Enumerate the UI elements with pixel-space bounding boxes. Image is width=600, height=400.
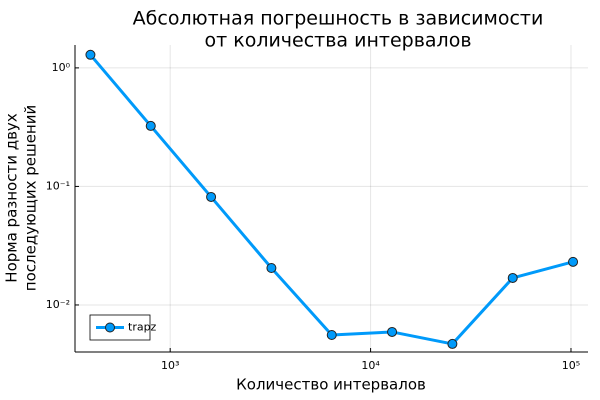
marker <box>206 191 217 202</box>
y-axis-label-line: Норма разности двух <box>3 113 21 283</box>
legend-marker <box>105 322 115 333</box>
x-tick-label: 10⁴ <box>361 359 380 372</box>
marker <box>266 263 277 274</box>
y-tick-label: 10⁻² <box>46 298 70 311</box>
legend: trapz <box>89 314 157 341</box>
marker <box>145 120 156 131</box>
chart-title: Абсолютная погрешность в зависимости <box>133 8 544 30</box>
marker <box>387 326 398 337</box>
marker <box>85 49 96 60</box>
marker <box>326 329 337 340</box>
x-tick-label: 10³ <box>161 359 179 372</box>
y-tick-label: 10⁰ <box>52 61 71 74</box>
y-axis-label: Норма разности двух последующих решений <box>3 105 40 291</box>
marker <box>507 272 518 283</box>
x-axis-label: Количество интервалов <box>236 376 426 394</box>
chart-title: от количества интервалов <box>204 30 471 52</box>
legend-label: trapz <box>128 321 157 334</box>
marker <box>568 256 579 267</box>
series-line <box>89 53 574 346</box>
marker <box>447 338 458 349</box>
y-tick-label: 10⁻¹ <box>46 179 70 192</box>
y-axis-label-line: последующих решений <box>22 105 40 291</box>
x-tick-label: 10⁵ <box>562 359 580 372</box>
